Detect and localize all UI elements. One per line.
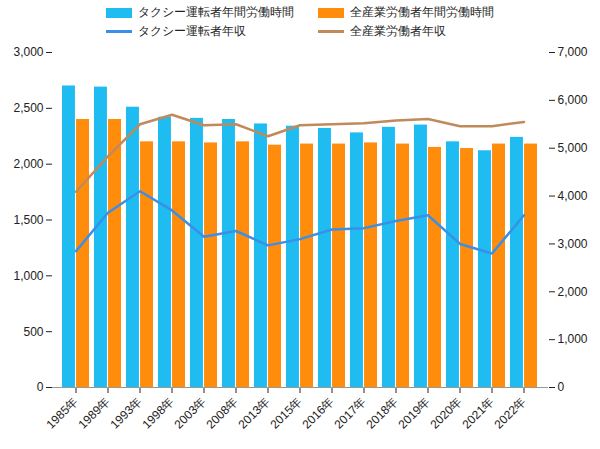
svg-text:3,000: 3,000 bbox=[558, 237, 588, 251]
svg-text:0: 0 bbox=[37, 380, 44, 394]
svg-text:2016年: 2016年 bbox=[300, 394, 337, 431]
svg-text:1,000: 1,000 bbox=[13, 269, 43, 283]
svg-text:2018年: 2018年 bbox=[364, 394, 401, 431]
svg-text:2022年: 2022年 bbox=[492, 394, 529, 431]
html-text:タクシー運転者年間労働時間: タクシー運転者年間労働時間 bbox=[138, 5, 294, 19]
html-text:全産業労働者年収: 全産業労働者年収 bbox=[350, 24, 446, 38]
svg-text:1,500: 1,500 bbox=[13, 213, 43, 227]
svg-text:1989年: 1989年 bbox=[76, 394, 113, 431]
svg-text:2017年: 2017年 bbox=[332, 394, 369, 431]
svg-text:3,000: 3,000 bbox=[13, 45, 43, 59]
svg-text:2008年: 2008年 bbox=[204, 394, 241, 431]
svg-text:2019年: 2019年 bbox=[396, 394, 433, 431]
svg-text:2013年: 2013年 bbox=[236, 394, 273, 431]
svg-text:1,000: 1,000 bbox=[558, 332, 588, 346]
svg-text:5,000: 5,000 bbox=[558, 141, 588, 155]
svg-text:0: 0 bbox=[558, 380, 565, 394]
svg-text:6,000: 6,000 bbox=[558, 93, 588, 107]
svg-text:2020年: 2020年 bbox=[428, 394, 465, 431]
svg-text:1998年: 1998年 bbox=[140, 394, 177, 431]
svg-text:1993年: 1993年 bbox=[108, 394, 145, 431]
svg-text:1985年: 1985年 bbox=[44, 394, 81, 431]
svg-text:2003年: 2003年 bbox=[172, 394, 209, 431]
svg-text:2015年: 2015年 bbox=[268, 394, 305, 431]
svg-text:2,500: 2,500 bbox=[13, 101, 43, 115]
svg-text:2,000: 2,000 bbox=[558, 285, 588, 299]
svg-text:4,000: 4,000 bbox=[558, 189, 588, 203]
svg-text:500: 500 bbox=[23, 325, 43, 339]
svg-text:7,000: 7,000 bbox=[558, 45, 588, 59]
html-text:全産業労働者年間労働時間: 全産業労働者年間労働時間 bbox=[350, 5, 494, 19]
svg-text:2,000: 2,000 bbox=[13, 157, 43, 171]
html-text:タクシー運転者年収: タクシー運転者年収 bbox=[138, 24, 246, 38]
svg-text:2021年: 2021年 bbox=[460, 394, 497, 431]
